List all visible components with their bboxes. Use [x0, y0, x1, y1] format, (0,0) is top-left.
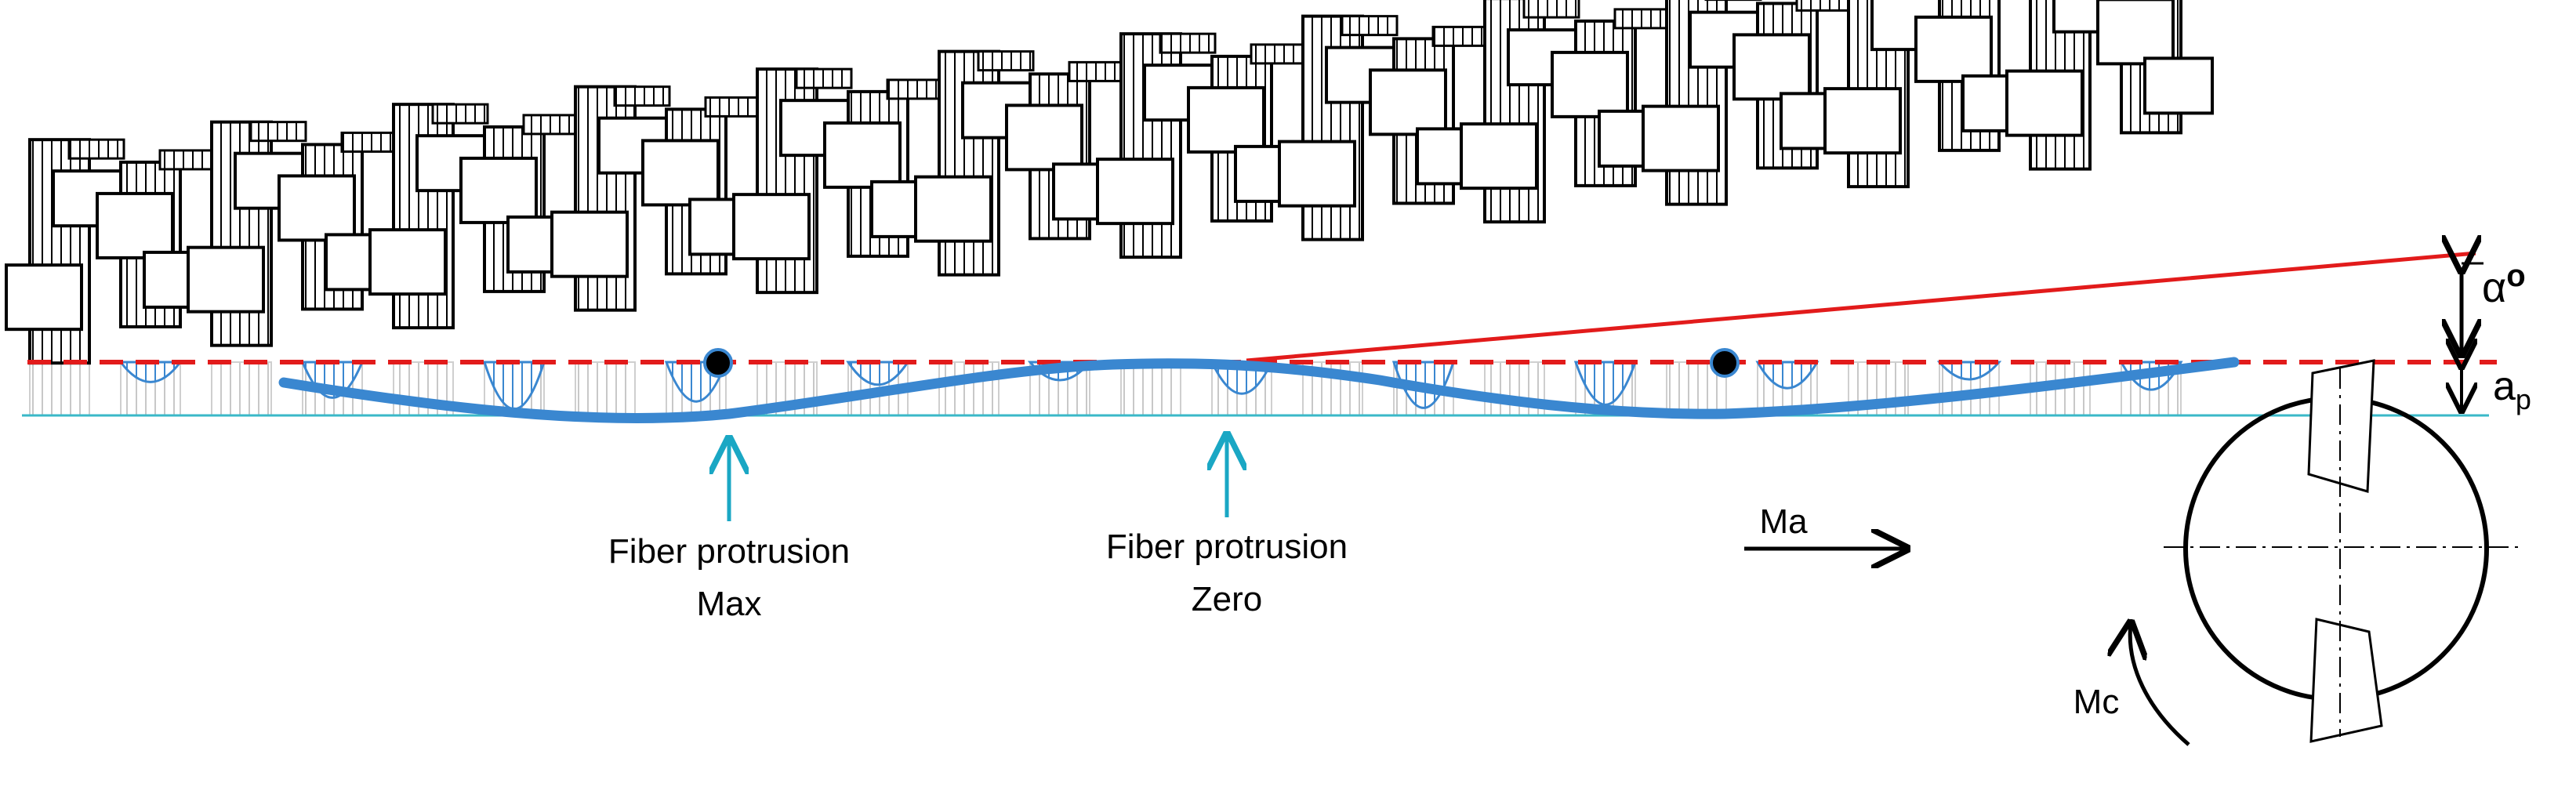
woven-laminate [5, 0, 2214, 365]
weft-block [1096, 158, 1174, 226]
tow-cap [1159, 32, 1217, 54]
tow-cap [249, 121, 307, 143]
weft-block [641, 139, 720, 207]
weft-block [368, 228, 447, 296]
cutting-motion-label: Mc [2073, 683, 2120, 721]
fiber-protrusion-group [118, 361, 2183, 411]
weft-block [1369, 68, 1447, 136]
weft-block [5, 263, 83, 332]
weft-block [1823, 87, 1902, 155]
alpha-symbol: α [2482, 264, 2506, 311]
cutting-motion-indicator: Mc [2073, 623, 2190, 746]
tow-cap [1068, 60, 1126, 82]
weft-block [278, 174, 356, 242]
ap-symbol: a [2493, 364, 2516, 409]
weft-block [2143, 56, 2214, 115]
svg-text:ap: ap [2493, 364, 2531, 415]
weft-block [2096, 0, 2175, 66]
cutter-insert-bottom [2309, 618, 2383, 743]
weft-block [823, 121, 902, 189]
tow-cap [1250, 43, 1308, 65]
weft-block [1187, 85, 1265, 154]
fiber-protrusion [1573, 361, 1638, 406]
protruding-fiber-dot [703, 348, 733, 378]
angle-reference-line [1246, 251, 2476, 363]
protrusion-max-label-line1: Fiber protrusion [608, 532, 850, 571]
tow-cap [613, 85, 671, 107]
cutter-insert-top [2307, 359, 2375, 493]
angle-alpha-indicator: αo [2462, 259, 2526, 354]
surface-profile-curve [278, 357, 2240, 423]
tow-cap [340, 131, 398, 153]
weft-block [914, 175, 992, 243]
weft-block [732, 193, 811, 261]
tow-cap [158, 149, 216, 171]
tow-cap [67, 138, 125, 160]
ap-subscript: p [2516, 383, 2531, 415]
tow-cap [1795, 0, 1853, 12]
tow-cap [886, 78, 944, 100]
curved-arrow-icon [2130, 623, 2190, 746]
weft-block [187, 245, 265, 314]
tow-cap [704, 96, 762, 118]
fiber-protrusion [1755, 361, 1820, 390]
tow-cap [977, 50, 1035, 72]
weft-block [2005, 69, 2084, 137]
protrusion-max-callout: Fiber protrusion Max [608, 439, 850, 623]
weft-block [1460, 122, 1538, 190]
depth-ap-indicator: ap [2462, 364, 2531, 415]
tow-cap [1341, 15, 1399, 37]
tow-cap [1431, 25, 1489, 47]
weft-block [1005, 103, 1083, 172]
weft-block [1732, 33, 1811, 101]
feed-motion-label: Ma [1759, 502, 1808, 541]
protrusion-zero-label-line1: Fiber protrusion [1106, 528, 1348, 566]
milling-cutter [2164, 359, 2524, 743]
tow-cap [1613, 8, 1671, 30]
protrusion-zero-callout: Fiber protrusion Zero [1106, 435, 1348, 618]
tow-cap [1522, 0, 1580, 19]
protrusion-zero-label-line2: Zero [1192, 580, 1262, 618]
weft-block [1551, 50, 1629, 118]
weft-block [1642, 104, 1720, 172]
weft-block [96, 191, 174, 259]
feed-motion-indicator: Ma [1744, 502, 1907, 549]
tow-cap [795, 67, 853, 89]
weft-block [550, 210, 629, 278]
svg-text:αo: αo [2482, 259, 2526, 311]
alpha-superscript: o [2506, 259, 2525, 293]
weft-block [1914, 15, 1993, 83]
protruding-fiber-dot [1710, 348, 1740, 378]
tow-cap [431, 103, 489, 125]
weft-block [1278, 140, 1356, 208]
fiber-protrusion [846, 361, 910, 386]
protrusion-max-label-line2: Max [696, 585, 761, 623]
weft-block [459, 156, 538, 224]
tow-cap [522, 114, 580, 136]
